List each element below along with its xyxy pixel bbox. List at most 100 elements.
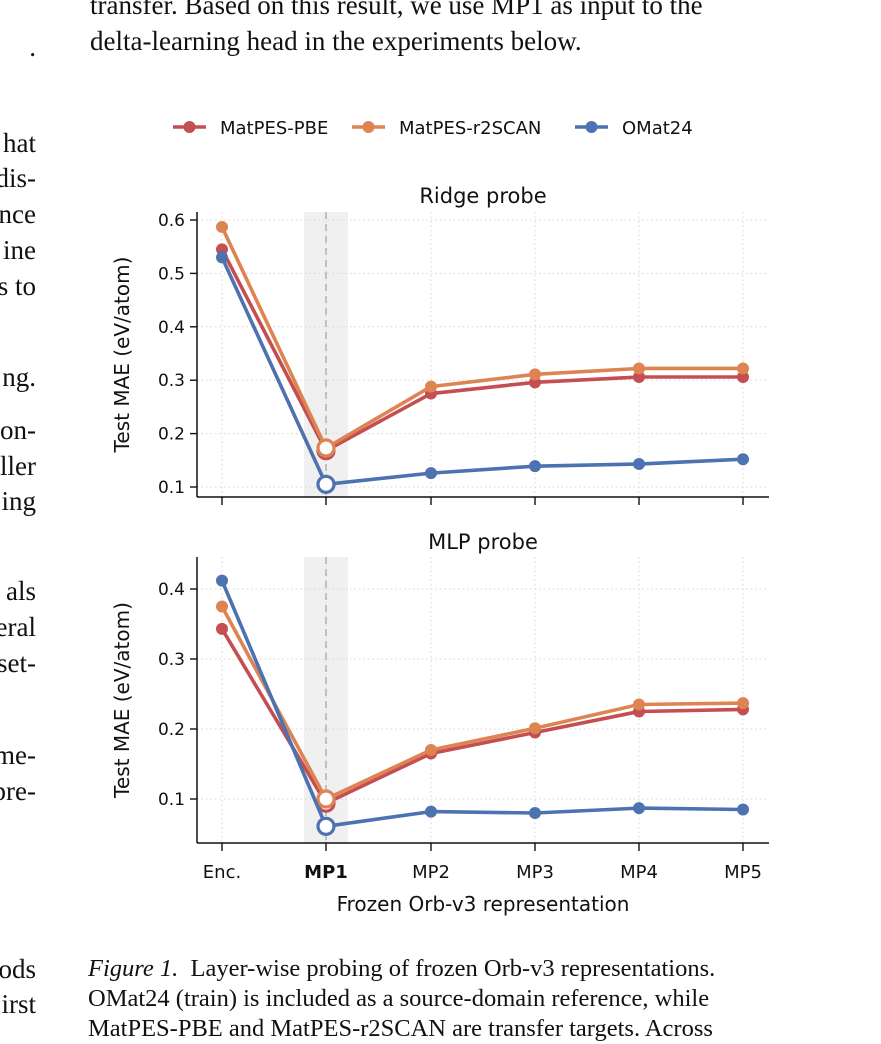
data-point: [737, 453, 749, 466]
y-tick-label: 0.6: [158, 211, 185, 231]
legend-marker: [585, 121, 598, 133]
body-line: transfer. Based on this result, we use M…: [90, 0, 703, 20]
data-point: [529, 460, 541, 473]
x-tick-label: MP3: [516, 862, 554, 883]
data-point: [529, 722, 541, 735]
left-fragment: ine: [3, 235, 36, 265]
x-axis-label: Frozen Orb-v3 representation: [337, 892, 630, 916]
x-tick-label: MP5: [724, 862, 762, 883]
x-tick-label: MP4: [620, 862, 658, 883]
data-point: [633, 802, 645, 815]
y-tick-label: 0.3: [158, 650, 185, 670]
data-point: [425, 380, 437, 393]
left-fragment: dis-: [0, 163, 36, 193]
data-point: [425, 744, 437, 756]
caption-line: MatPES-PBE and MatPES-r2SCAN are transfe…: [88, 1015, 713, 1042]
y-tick-label: 0.5: [158, 264, 185, 284]
legend-label: MatPES-r2SCAN: [399, 118, 541, 139]
y-tick-label: 0.2: [158, 425, 185, 445]
series-line: [220, 578, 745, 829]
data-point: [425, 467, 437, 480]
series-line: [220, 255, 745, 487]
y-tick-label: 0.4: [158, 318, 185, 338]
caption-line: Figure 1. Layer-wise probing of frozen O…: [88, 954, 715, 984]
data-point: [216, 220, 228, 233]
data-point: [529, 807, 541, 819]
legend-entry: MatPES-PBE: [173, 118, 328, 139]
left-fragment: nce: [0, 199, 36, 229]
data-point-highlight: [316, 474, 336, 494]
panel-title: Ridge probe: [419, 184, 546, 208]
data-point: [737, 362, 749, 375]
body-line: delta-learning head in the experiments b…: [90, 26, 582, 56]
left-fragment: set-: [0, 648, 36, 678]
legend-entry: OMat24: [575, 118, 693, 139]
x-tick-label: MP2: [412, 862, 450, 883]
data-point: [216, 600, 228, 613]
left-fragment: me-: [0, 740, 36, 770]
series-line: [220, 627, 745, 806]
left-fragment: eral: [0, 612, 36, 642]
series-line: [220, 247, 745, 453]
legend-label: OMat24: [622, 118, 693, 139]
y-tick-label: 0.1: [158, 478, 185, 498]
data-point-highlight: [316, 438, 336, 458]
legend-entry: MatPES-r2SCAN: [352, 118, 541, 139]
left-fragment: on-: [0, 415, 36, 445]
data-point: [216, 574, 228, 587]
panel-ridge: 0.1 0.2 0.3 0.4 0.5 0.6 Ridge probe Test MAE (e…: [110, 184, 769, 505]
x-tick-label: MP1: [304, 862, 348, 883]
series-matpes-r2scan: [216, 600, 749, 809]
y-axis-label: Test MAE (eV/atom): [110, 602, 134, 799]
left-fragment: als: [6, 576, 36, 606]
caption-text: Layer-wise probing of frozen Orb-v3 repr…: [190, 955, 716, 982]
series-matpes-pbe: [216, 622, 749, 813]
left-fragment: irst: [1, 989, 36, 1019]
left-fragment: s to: [0, 271, 36, 301]
legend-marker: [362, 121, 375, 133]
data-point-highlight: [316, 789, 336, 809]
body-text-top: transfer. Based on this result, we use M…: [90, 0, 703, 59]
data-point: [633, 458, 645, 471]
data-point: [425, 805, 437, 818]
left-fragment: .: [29, 32, 36, 62]
data-point: [737, 697, 749, 710]
panel-mlp: 0.1 0.2 0.3 0.4 MLP probe Test MAE (eV/atom): [110, 530, 769, 851]
data-point: [633, 370, 645, 383]
caption-line: OMat24 (train) is included as a source-d…: [88, 985, 710, 1012]
y-axis-label: Test MAE (eV/atom): [110, 257, 134, 454]
series-matpes-pbe: [216, 243, 749, 461]
left-fragment: pre-: [0, 776, 36, 806]
left-fragment: ing: [1, 486, 36, 516]
y-tick-label: 0.1: [158, 790, 185, 810]
data-point: [633, 698, 645, 711]
figure-caption: Figure 1. Layer-wise probing of frozen O…: [88, 954, 715, 1044]
series-line: [220, 225, 745, 450]
data-point: [216, 251, 228, 264]
series-omat24: [216, 251, 749, 494]
data-point: [737, 370, 749, 383]
caption-label: Figure 1.: [88, 955, 179, 982]
data-point-highlight: [316, 816, 336, 836]
series-matpes-r2scan: [216, 220, 749, 458]
x-tick-label: Enc.: [203, 862, 241, 883]
series-omat24: [216, 574, 749, 836]
left-column-fragments: . hat dis- nce ine s to ng. on- ller ing…: [0, 0, 40, 1027]
panel-title: MLP probe: [428, 530, 538, 554]
legend-label: MatPES-PBE: [220, 118, 328, 139]
y-tick-label: 0.4: [158, 580, 185, 600]
left-fragment: ods: [0, 954, 36, 984]
data-point: [216, 622, 228, 635]
data-point: [737, 803, 749, 816]
left-fragment: hat: [3, 128, 36, 158]
data-point: [529, 368, 541, 381]
y-tick-label: 0.3: [158, 371, 185, 391]
data-point: [633, 362, 645, 375]
left-fragment: ller: [0, 451, 36, 481]
legend-marker: [183, 121, 196, 133]
legend: MatPES-PBE MatPES-r2SCAN OMat24: [173, 118, 693, 139]
series-line: [220, 604, 745, 801]
y-tick-label: 0.2: [158, 720, 185, 740]
left-fragment: ng.: [2, 362, 36, 392]
